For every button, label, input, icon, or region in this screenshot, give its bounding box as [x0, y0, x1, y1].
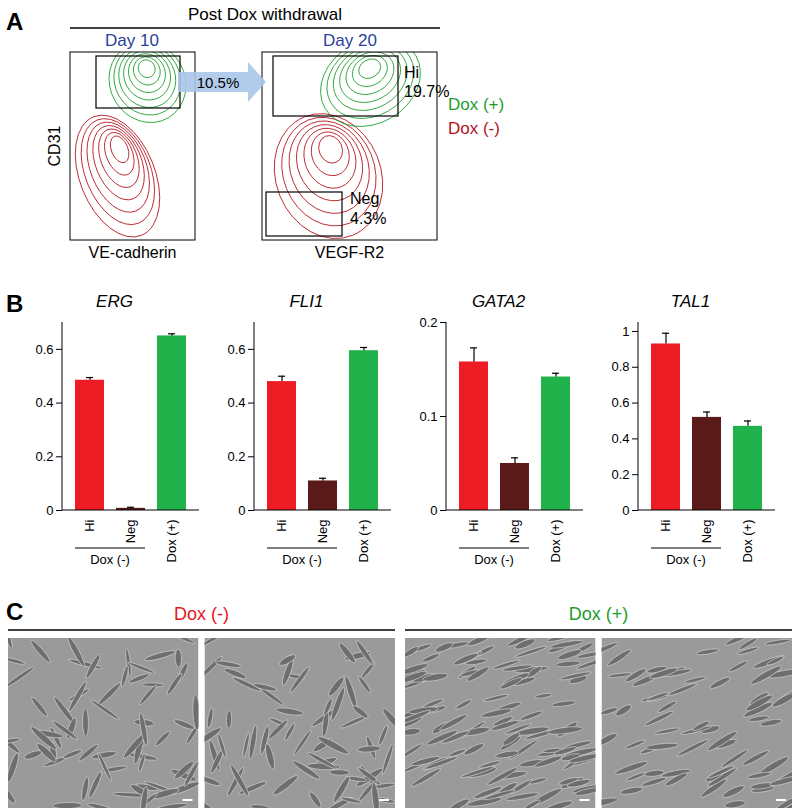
svg-text:0: 0 [430, 503, 437, 518]
svg-text:0.6: 0.6 [35, 342, 53, 357]
svg-text:Neg: Neg [123, 520, 138, 544]
svg-text:Hi: Hi [658, 519, 673, 531]
svg-text:Dox (-): Dox (-) [474, 552, 514, 567]
svg-text:0.8: 0.8 [611, 359, 629, 374]
svg-text:Post Dox withdrawal: Post Dox withdrawal [188, 5, 342, 24]
svg-text:0.4: 0.4 [611, 431, 629, 446]
svg-text:Hi: Hi [404, 64, 419, 81]
svg-text:VE-cadherin: VE-cadherin [88, 244, 176, 261]
svg-text:VEGF-R2: VEGF-R2 [315, 244, 384, 261]
svg-text:Hi: Hi [274, 519, 289, 531]
svg-text:0.6: 0.6 [611, 395, 629, 410]
svg-text:0: 0 [238, 503, 245, 518]
svg-text:Dox (-): Dox (-) [666, 552, 706, 567]
svg-text:0.1: 0.1 [419, 409, 437, 424]
svg-text:Day 10: Day 10 [105, 31, 159, 50]
svg-text:0: 0 [622, 503, 629, 518]
svg-text:0.4: 0.4 [227, 395, 245, 410]
svg-text:0.6: 0.6 [227, 342, 245, 357]
svg-text:CD31: CD31 [46, 125, 63, 166]
svg-text:Dox (+): Dox (+) [356, 520, 371, 563]
svg-text:0.2: 0.2 [227, 449, 245, 464]
svg-text:Dox (-): Dox (-) [90, 552, 130, 567]
svg-text:0.2: 0.2 [35, 449, 53, 464]
svg-text:Hi: Hi [82, 519, 97, 531]
svg-text:Dox (-): Dox (-) [174, 604, 229, 624]
html-text:GATA2: GATA2 [471, 292, 526, 311]
svg-text:Dox (-): Dox (-) [448, 119, 500, 138]
svg-text:Neg: Neg [699, 520, 714, 544]
svg-text:Neg: Neg [350, 190, 379, 207]
svg-text:10.5%: 10.5% [197, 74, 240, 91]
html-text:C: C [6, 598, 24, 625]
svg-text:0: 0 [46, 503, 53, 518]
svg-text:Dox (+): Dox (+) [740, 520, 755, 563]
html-text:TAL1: TAL1 [670, 292, 711, 311]
svg-text:Dox (+): Dox (+) [448, 95, 504, 114]
svg-text:1: 1 [622, 324, 629, 339]
svg-text:4.3%: 4.3% [350, 210, 386, 227]
html-text:A: A [6, 8, 24, 35]
svg-text:Hi: Hi [466, 519, 481, 531]
svg-text:Dox (+): Dox (+) [548, 520, 563, 563]
html-text:FLI1: FLI1 [289, 292, 324, 311]
svg-text:0.2: 0.2 [419, 315, 437, 330]
svg-text:Dox (-): Dox (-) [282, 552, 322, 567]
svg-text:Dox (+): Dox (+) [569, 604, 629, 624]
svg-text:0.4: 0.4 [35, 395, 53, 410]
html-text:ERG: ERG [96, 292, 133, 311]
svg-text:Neg: Neg [315, 520, 330, 544]
svg-text:Day 20: Day 20 [323, 31, 377, 50]
svg-text:19.7%: 19.7% [404, 83, 449, 100]
svg-text:0.2: 0.2 [611, 467, 629, 482]
html-text:B: B [6, 290, 24, 317]
svg-text:Dox (+): Dox (+) [164, 520, 179, 563]
svg-text:Neg: Neg [507, 520, 522, 544]
